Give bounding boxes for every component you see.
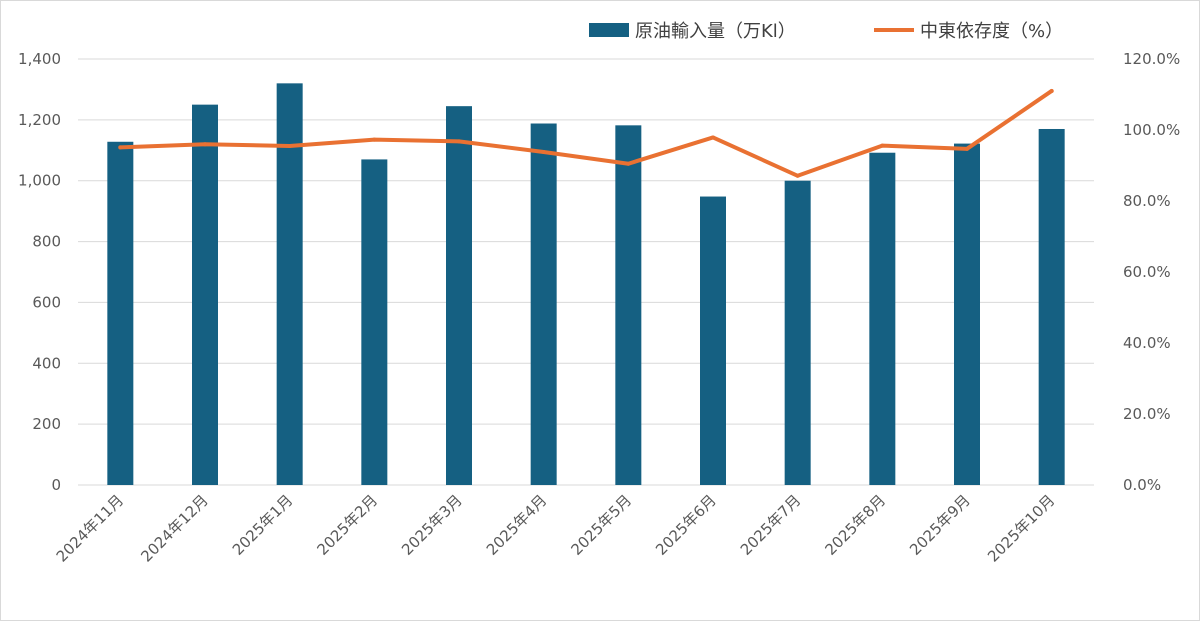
right-tick-label: 0.0% [1123,476,1161,494]
bar [700,196,726,485]
right-tick-label: 100.0% [1123,121,1180,139]
right-tick-label: 20.0% [1123,405,1171,423]
bar [954,143,980,485]
left-tick-label: 1,200 [18,111,61,129]
bar [192,104,218,486]
line-point [457,139,461,144]
left-tick-label: 600 [32,293,61,311]
left-tick-label: 1,000 [18,172,61,190]
x-tick-label: 2024年11月 [53,491,127,565]
right-tick-label: 120.0% [1123,50,1180,68]
bar [361,159,388,485]
bar [615,125,642,485]
right-tick-label: 80.0% [1123,192,1171,210]
right-tick-label: 60.0% [1123,263,1171,281]
x-tick-label: 2025年4月 [483,491,551,559]
x-tick-label: 2025年8月 [821,491,889,559]
bar [869,152,896,485]
bar-series [107,83,1065,486]
x-tick-label: 2025年2月 [313,491,381,559]
line-point [795,173,800,178]
bar [276,83,303,485]
legend-line-label: 中東依存度（%） [920,21,1063,42]
line-point [118,145,123,150]
line-point [711,135,715,140]
left-tick-label: 0 [51,476,61,494]
x-tick-label: 2025年5月 [567,491,635,559]
legend: 原油輸入量（万Kl） 中東依存度（%） [589,21,1063,42]
line-point [965,146,969,151]
x-tick-label: 2025年6月 [652,491,720,559]
bar [530,123,557,485]
line-path [118,88,1054,178]
legend-bar-label: 原油輸入量（万Kl） [635,21,796,42]
x-tick-label: 2025年7月 [737,491,805,559]
bar [1038,128,1065,485]
left-axis-ticks: 0 200 400 600 800 1,000 1,200 1,400 [18,50,61,494]
x-tick-label: 2025年9月 [906,491,974,559]
left-tick-label: 200 [32,415,61,433]
line-series [118,88,1054,178]
line-point [626,161,631,166]
legend-bar-swatch [589,23,629,37]
line-point [203,142,207,147]
left-tick-label: 1,400 [18,50,61,68]
left-tick-label: 800 [32,233,61,251]
left-tick-label: 400 [32,354,61,372]
x-tick-label: 2025年10月 [984,491,1058,565]
line-point [287,143,292,148]
bar [446,106,472,486]
gridlines [78,58,1094,486]
right-axis-ticks: 0.0% 20.0% 40.0% 60.0% 80.0% 100.0% 120.0% [1123,50,1180,494]
x-axis-ticks: 2024年11月 2024年12月 2025年1月 2025年2月 2025年3月 202… [53,491,1059,565]
x-tick-label: 2025年1月 [229,491,297,559]
x-tick-label: 2024年12月 [137,491,211,565]
x-tick-label: 2025年3月 [398,491,466,559]
line-point [372,137,377,142]
line-point [1049,88,1054,93]
line-point [541,150,546,155]
line-point [880,143,885,148]
right-tick-label: 40.0% [1123,334,1171,352]
bar [107,141,134,485]
bar [784,180,811,485]
